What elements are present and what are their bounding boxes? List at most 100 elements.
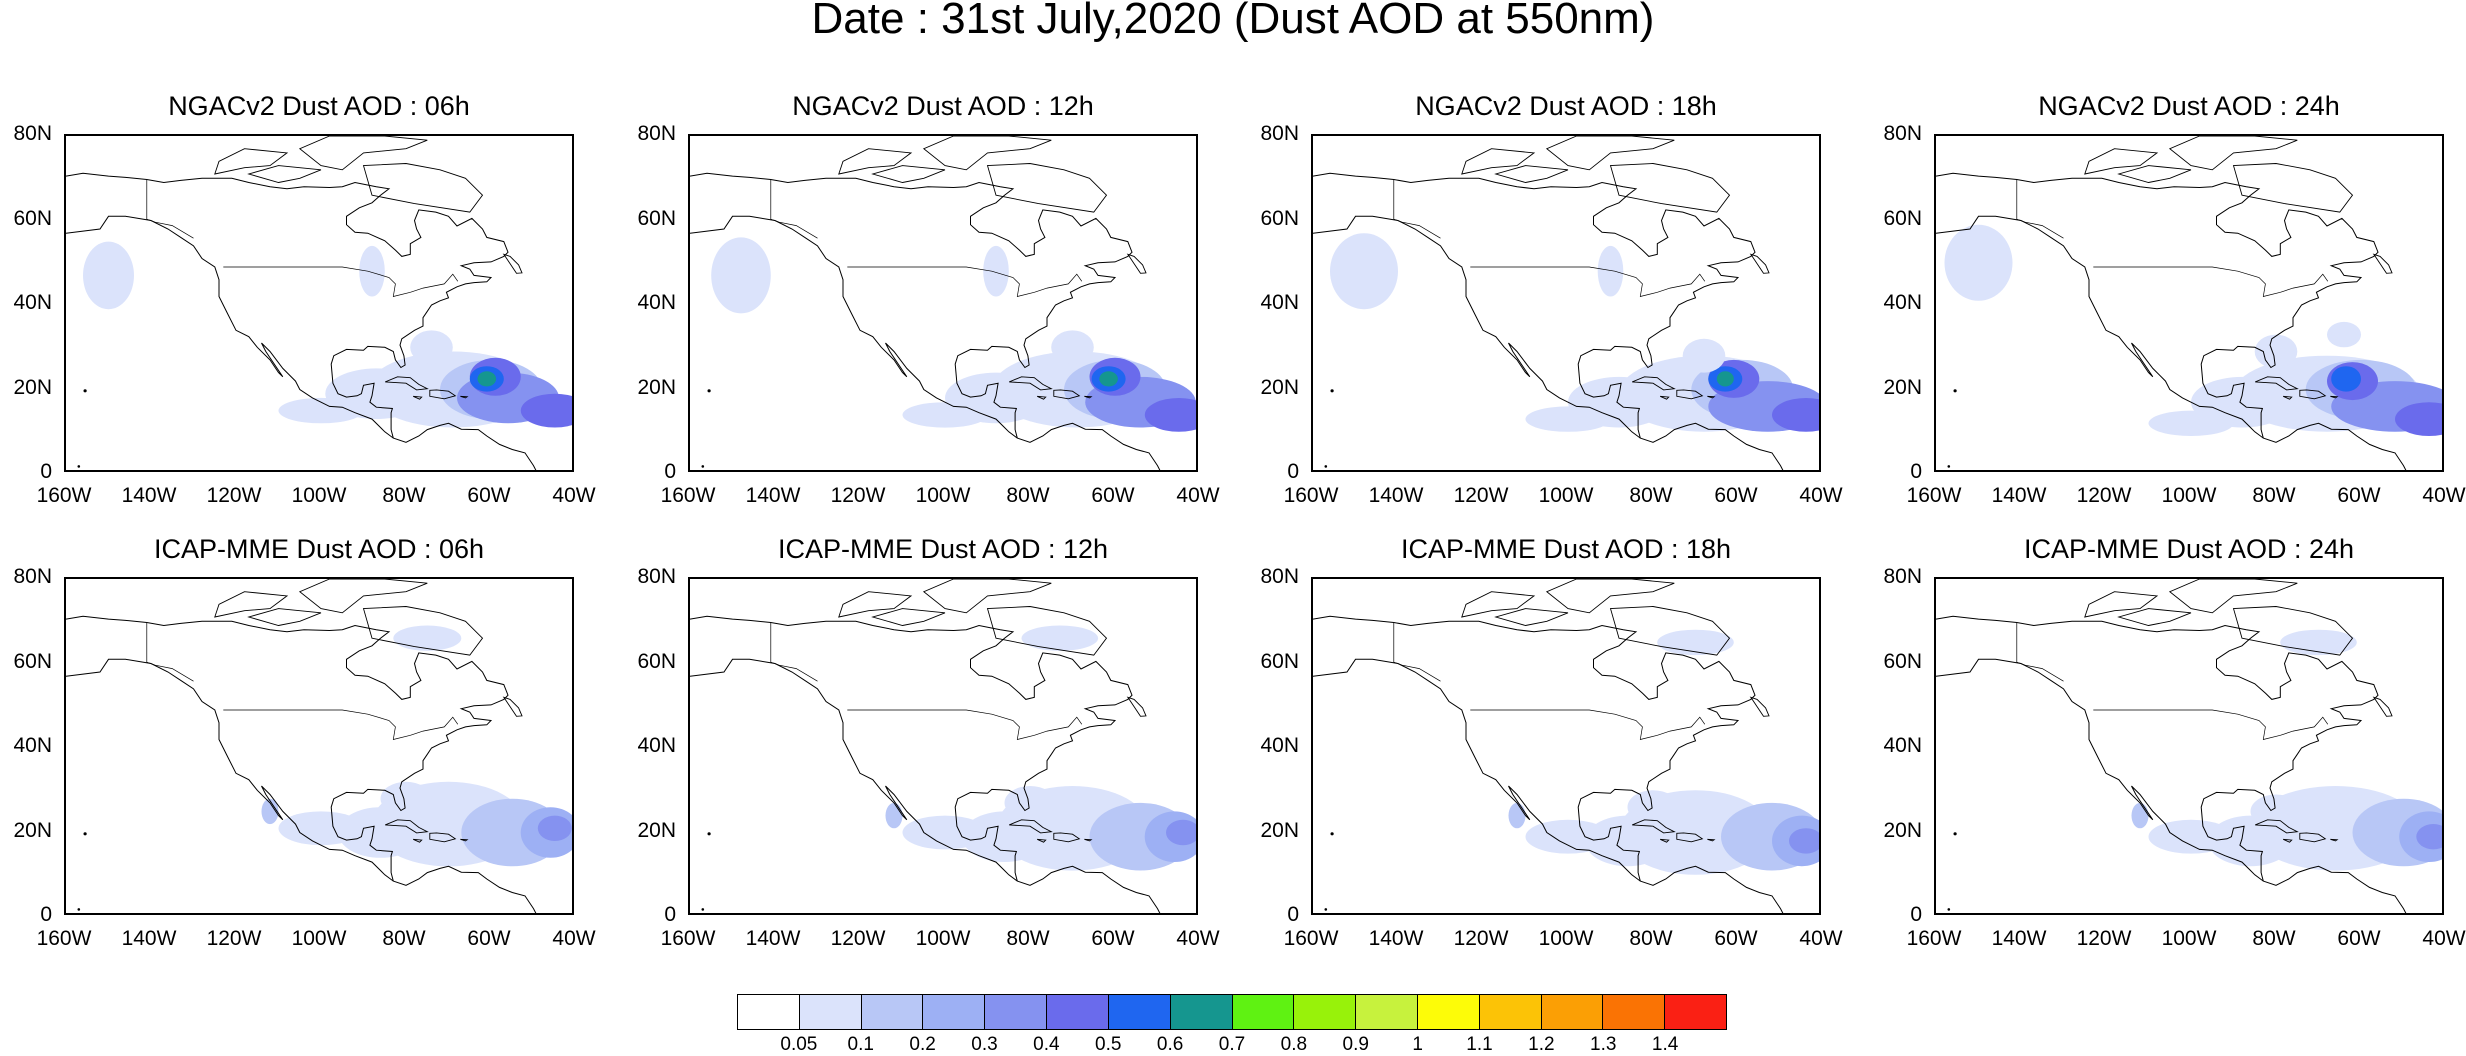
lon-tick-label: 80W [382,484,426,507]
lon-tick-label: 160W [1906,927,1962,950]
lat-tick-label: 60N [1260,649,1299,673]
dust-aod-region [278,811,364,846]
hawaii-marker [1330,389,1334,393]
lat-tick-label: 0 [40,460,52,483]
island-outline [2168,579,2298,614]
dust-aod-region [1166,819,1196,846]
island-outline [413,395,423,400]
lon-tick-label: 160W [36,484,92,507]
coastline [66,615,509,882]
national-border [146,622,194,682]
colorbar-segment [1479,995,1542,1029]
dust-aod-region [1597,245,1624,297]
island-outline [2084,148,2159,175]
dust-aod-region [1144,398,1196,432]
map-panel-ngacv2-06h [64,134,574,472]
lon-tick-label: 140W [745,484,801,507]
lon-tick-label: 60W [1714,484,1758,507]
lat-tick-label: 40N [13,291,52,314]
lon-tick-label: 60W [467,927,511,950]
national-border [146,179,194,239]
dust-aod-region [1716,371,1734,387]
colorbar-label: 0.6 [1156,1034,1184,1055]
national-border [2093,709,2329,740]
colorbar-label: 0.05 [780,1034,818,1055]
hawaii-marker [707,832,711,836]
lon-tick-label: 100W [915,484,971,507]
island-outline [413,838,423,843]
lat-tick-label: 40N [1260,291,1299,314]
island-outline [298,136,428,171]
dust-aod-region [537,815,572,841]
coastline [1313,172,1756,439]
dust-aod-region [885,802,903,829]
map-panel-icapmme-24h [1934,577,2444,915]
island-outline [460,838,469,842]
island-outline [1037,395,1047,400]
island-outline [429,389,457,400]
lat-tick-label: 20N [1883,818,1922,842]
lon-tick-label: 40W [552,484,596,507]
lon-tick-label: 140W [1991,927,2047,950]
island-outline [1009,376,1053,391]
island-outline [502,253,523,274]
island-outline [1660,838,1670,843]
island-outline [1609,606,1731,656]
lon-tick-label: 60W [1714,927,1758,950]
island-outline [838,148,913,175]
lon-tick-label: 80W [1629,927,1673,950]
lon-tick-label: 140W [1991,484,2047,507]
lon-tick-label: 40W [1176,927,1220,950]
island-outline [1632,819,1676,834]
dust-aod-region [1004,786,1056,820]
island-outline [2283,395,2293,400]
national-border [1470,266,1706,297]
coastline [66,215,537,470]
lat-tick-label: 80N [637,122,676,145]
island-outline [2330,395,2339,399]
lat-tick-label: 60N [1883,649,1922,673]
hawaii-marker [707,389,711,393]
island-outline [922,136,1052,171]
lon-tick-label: 120W [206,484,262,507]
island-outline [2372,253,2393,274]
island-outline [2299,389,2327,400]
lat-tick-label: 40N [1260,734,1299,757]
dust-aod-region [1330,233,1398,310]
colorbar-segment [1356,995,1418,1029]
island-outline [460,395,469,399]
island-outline [2255,819,2299,834]
dust-aod-region [2148,819,2234,854]
national-border [1393,179,1441,239]
dust-aod-region [902,402,988,428]
lon-tick-label: 80W [1629,484,1673,507]
dust-aod-region [2208,815,2293,867]
island-marker [77,908,81,911]
panel-title: ICAP-MME Dust AOD : 24h [2023,534,2355,564]
national-border [2016,179,2064,239]
coastline [66,172,509,439]
national-border [847,266,1083,297]
lat-tick-label: 20N [637,375,676,399]
lon-tick-label: 140W [121,484,177,507]
lon-tick-label: 80W [1006,927,1050,950]
lon-tick-label: 80W [382,927,426,950]
colorbar-segment [1047,995,1109,1029]
island-outline [362,163,484,213]
panel-title: NGACv2 Dust AOD : 12h [792,91,1094,121]
lon-tick-label: 120W [1453,927,1509,950]
dust-aod-region [1772,398,1819,432]
colorbar-segment [985,995,1048,1029]
island-outline [1749,696,1770,717]
island-outline [986,606,1108,656]
dust-aod-region [2327,321,2361,348]
hawaii-marker [83,389,87,393]
colorbar-segment [738,995,800,1029]
island-outline [1494,165,1569,183]
lon-tick-label: 80W [2252,927,2296,950]
colorbar-segment [861,995,924,1029]
dust-aod-region [962,811,1047,862]
dust-aod-region [359,245,385,297]
lat-tick-label: 0 [1910,460,1922,483]
national-border [1470,709,1706,740]
